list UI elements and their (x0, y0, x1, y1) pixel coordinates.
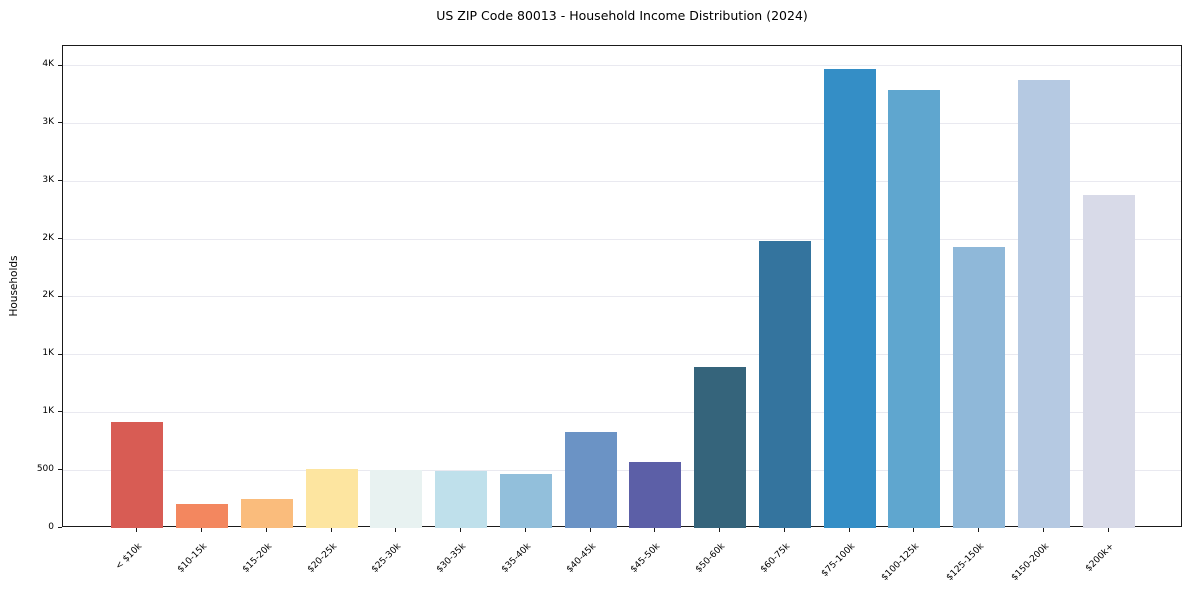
bar-25-30k (370, 470, 423, 528)
bar-200k (1082, 195, 1135, 528)
x-tick-mark (395, 528, 397, 532)
x-tick-mark (589, 528, 591, 532)
x-tick-mark (136, 528, 138, 532)
bar-20-25k (305, 469, 358, 528)
y-tick-mark (58, 469, 62, 471)
y-tick-label: 3K (42, 174, 54, 185)
x-tick-mark (848, 528, 850, 532)
bar-50-60k (694, 367, 747, 528)
y-tick-mark (58, 295, 62, 297)
x-tick-mark (201, 528, 203, 532)
x-tick-label: $15-20k (240, 541, 275, 575)
y-tick-label: 0 (48, 521, 54, 532)
gridline (63, 411, 1181, 413)
y-tick-mark (58, 238, 62, 240)
chart-title: US ZIP Code 80013 - Household Income Dis… (436, 8, 808, 23)
x-tick-label: < $10k (114, 541, 145, 572)
bar-40-45k (564, 432, 617, 528)
y-tick-label: 3K (42, 116, 54, 127)
bar-10-15k (176, 504, 229, 528)
y-tick-mark (58, 527, 62, 528)
x-tick-label: $200k+ (1083, 541, 1116, 574)
y-tick-label: 500 (36, 463, 54, 474)
x-tick-label: $10-15k (176, 541, 210, 575)
y-tick-mark (58, 122, 62, 124)
bar-30-35k (435, 471, 488, 528)
x-tick-label: $75-100k (819, 541, 857, 579)
y-tick-mark (58, 180, 62, 182)
gridline (63, 238, 1181, 240)
x-tick-mark (913, 528, 915, 532)
x-tick-label: $45-50k (629, 541, 663, 575)
gridline (63, 65, 1181, 67)
x-tick-mark (524, 528, 526, 532)
bar-35-40k (499, 474, 552, 528)
bar-10k (111, 422, 164, 528)
gridline (63, 469, 1181, 471)
y-axis-label: Households (8, 255, 20, 317)
x-tick-mark (654, 528, 656, 532)
x-tick-label: $35-40k (499, 541, 534, 575)
gridline (63, 296, 1181, 298)
x-tick-label: $100-125k (880, 541, 922, 584)
y-tick-label: 2K (42, 290, 54, 301)
bar-45-50k (629, 462, 682, 528)
gridline (63, 122, 1181, 124)
x-tick-label: $20-25k (305, 541, 339, 575)
plot-area (62, 45, 1182, 528)
y-tick-mark (58, 411, 62, 413)
x-tick-mark (265, 528, 267, 532)
bar-125-150k (953, 247, 1006, 528)
y-tick-label: 2K (42, 232, 54, 243)
bar-150-200k (1017, 79, 1070, 528)
x-tick-label: $30-35k (435, 541, 469, 575)
bar-100-125k (888, 89, 941, 528)
bar-15-20k (240, 498, 293, 528)
x-tick-label: $125-150k (944, 541, 987, 584)
bar-60-75k (758, 241, 811, 528)
x-tick-mark (1107, 528, 1109, 532)
x-tick-mark (978, 528, 980, 532)
y-tick-label: 1K (42, 348, 54, 359)
x-tick-label: $40-45k (564, 541, 598, 575)
x-tick-mark (330, 528, 332, 532)
x-tick-mark (1042, 528, 1044, 532)
y-tick-label: 4K (42, 59, 54, 70)
x-tick-mark (460, 528, 462, 532)
x-tick-mark (719, 528, 721, 532)
x-tick-label: $60-75k (758, 541, 793, 575)
y-tick-label: 1K (42, 405, 54, 416)
x-tick-label: $150-200k (1009, 541, 1052, 584)
bar-75-100k (823, 69, 876, 528)
gridline (63, 180, 1181, 182)
y-tick-mark (58, 64, 62, 66)
x-tick-label: $50-60k (694, 541, 728, 575)
y-tick-mark (58, 353, 62, 355)
x-tick-mark (783, 528, 785, 532)
gridline (63, 354, 1181, 356)
x-tick-label: $25-30k (370, 541, 404, 575)
